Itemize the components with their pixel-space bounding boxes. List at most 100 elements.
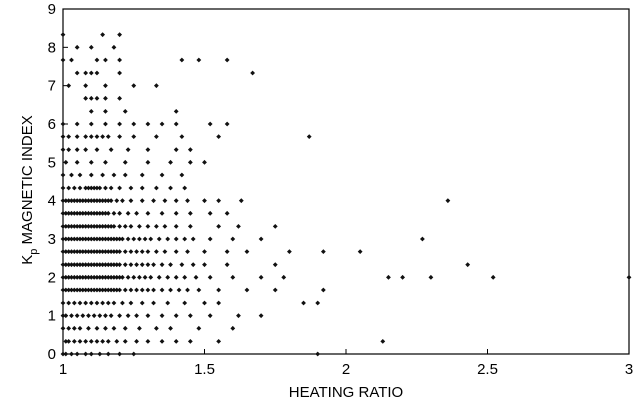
data-point: [66, 249, 72, 255]
data-point: [173, 147, 179, 153]
data-point: [97, 274, 103, 280]
data-point: [137, 274, 142, 280]
data-point: [117, 32, 122, 38]
data-point: [103, 108, 108, 114]
data-point: [202, 159, 207, 165]
data-point: [63, 338, 69, 344]
data-point: [153, 134, 159, 140]
data-point: [103, 185, 108, 191]
data-point: [86, 313, 91, 319]
data-point: [88, 262, 94, 268]
data-point: [94, 185, 100, 191]
data-point: [207, 313, 213, 319]
data-point: [91, 313, 97, 319]
data-point: [111, 274, 117, 280]
data-point: [88, 95, 94, 101]
data-point: [83, 300, 89, 306]
data-point: [165, 274, 171, 280]
data-point: [153, 325, 159, 331]
data-point: [94, 223, 100, 229]
data-point: [83, 287, 89, 293]
data-point: [91, 249, 97, 255]
data-point: [190, 236, 196, 242]
data-point: [69, 210, 74, 216]
data-point: [66, 274, 72, 280]
data-point: [77, 287, 83, 293]
data-point: [91, 210, 97, 216]
data-point: [224, 262, 230, 268]
data-point: [74, 223, 80, 229]
data-point: [100, 338, 106, 344]
data-point: [88, 198, 94, 204]
data-point: [258, 274, 264, 280]
data-point: [179, 262, 185, 268]
data-point: [122, 287, 128, 293]
data-point: [490, 274, 496, 280]
data-point: [94, 147, 100, 153]
data-point: [120, 236, 125, 242]
data-point: [60, 185, 66, 191]
data-point: [380, 338, 386, 344]
data-point: [224, 57, 230, 63]
data-point: [88, 223, 94, 229]
data-point: [91, 223, 97, 229]
data-point: [88, 249, 94, 255]
data-point: [238, 198, 244, 204]
data-point: [83, 338, 89, 344]
data-point: [117, 236, 122, 242]
data-point: [103, 95, 108, 101]
data-point: [60, 325, 66, 331]
data-point: [173, 210, 179, 216]
data-point: [182, 274, 188, 280]
data-point: [71, 274, 77, 280]
data-point: [114, 236, 120, 242]
data-point: [88, 300, 94, 306]
data-point: [74, 249, 80, 255]
data-point: [250, 70, 256, 76]
data-point: [71, 210, 77, 216]
data-point: [159, 172, 165, 178]
data-point: [145, 147, 151, 153]
data-point: [306, 134, 312, 140]
data-point: [103, 121, 108, 127]
data-point: [185, 287, 190, 293]
data-point: [145, 262, 151, 268]
data-point: [165, 300, 171, 306]
data-point: [159, 287, 165, 293]
data-point: [105, 338, 111, 344]
data-point: [60, 274, 66, 280]
data-point: [134, 262, 139, 268]
data-point: [66, 338, 72, 344]
data-point: [187, 159, 193, 165]
data-point: [97, 223, 103, 229]
data-point: [134, 313, 139, 319]
data-point: [153, 249, 159, 255]
data-point: [159, 121, 165, 127]
data-point: [196, 325, 202, 331]
data-point: [187, 210, 193, 216]
data-point: [134, 287, 139, 293]
data-point: [71, 185, 77, 191]
data-point: [100, 287, 106, 293]
data-point: [83, 223, 89, 229]
data-point: [145, 287, 151, 293]
data-point: [445, 198, 451, 204]
data-point: [173, 198, 179, 204]
data-point: [244, 249, 250, 255]
data-point: [114, 287, 120, 293]
data-point: [83, 134, 89, 140]
data-point: [145, 313, 151, 319]
data-point: [145, 338, 151, 344]
data-point: [88, 70, 94, 76]
data-point: [100, 198, 106, 204]
data-point: [94, 95, 100, 101]
data-point: [63, 236, 69, 242]
data-point: [60, 236, 66, 242]
data-point: [156, 274, 162, 280]
data-point: [185, 198, 190, 204]
data-point: [74, 274, 80, 280]
data-point: [69, 236, 74, 242]
data-point: [117, 249, 122, 255]
data-point: [131, 274, 137, 280]
data-point: [108, 147, 114, 153]
